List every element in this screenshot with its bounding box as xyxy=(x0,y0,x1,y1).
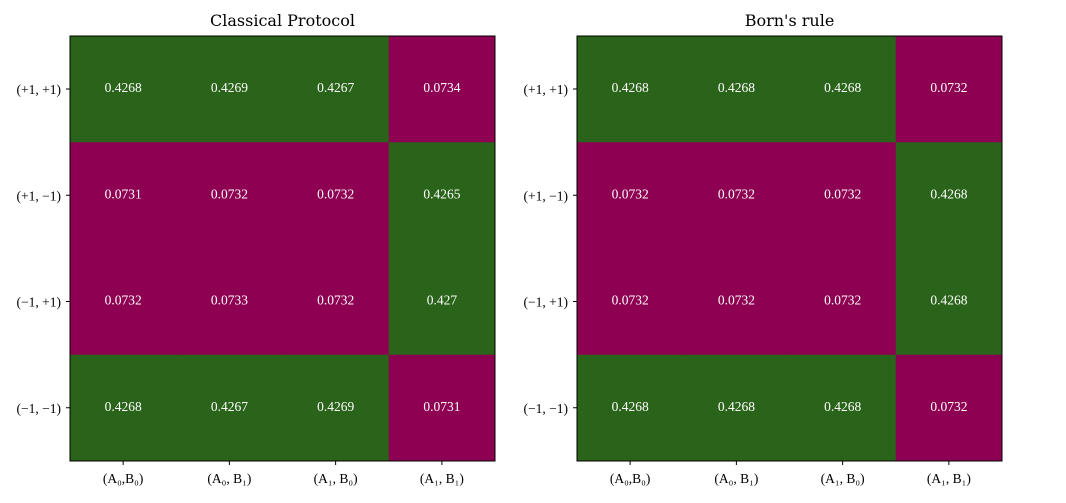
heatmap-borns-rule: Born's rule 0.4268 0.4268 0.4268 0.0732 0.073… xyxy=(524,11,1003,486)
chart-title: Classical Protocol xyxy=(210,11,355,30)
heatmap-cell xyxy=(789,142,897,249)
heatmap-cell xyxy=(895,142,1003,249)
heatmap-cell xyxy=(282,142,390,249)
heatmap-cell xyxy=(282,248,390,356)
cell-value-label: 0.4268 xyxy=(824,80,861,95)
heatmap-cell xyxy=(176,354,283,462)
heatmap-cell xyxy=(282,36,390,143)
cell-value-label: 0.0731 xyxy=(105,186,142,201)
y-tick-label: (−1, −1) xyxy=(524,401,568,416)
plot-frame xyxy=(69,35,496,462)
heatmap-cell xyxy=(577,354,684,462)
cell-value-label: 0.4269 xyxy=(317,399,354,414)
heatmap-cell xyxy=(70,142,177,249)
heatmap-cell xyxy=(683,354,790,462)
cell-value-label: 0.0732 xyxy=(718,293,755,308)
heatmap-cell xyxy=(895,36,1003,143)
y-tick-label: (−1, +1) xyxy=(524,295,568,310)
cell-value-label: 0.4268 xyxy=(718,80,755,95)
heatmap-cell xyxy=(683,36,790,143)
cell-value-label: 0.0732 xyxy=(612,186,649,201)
heatmap-cell xyxy=(176,36,283,143)
heatmap-cell xyxy=(388,36,496,143)
heatmap-cell xyxy=(70,354,177,462)
y-tick-label: (+1, +1) xyxy=(17,82,61,97)
heatmap-cell xyxy=(683,248,790,356)
cell-value-label: 0.0732 xyxy=(612,293,649,308)
heatmap-cell xyxy=(895,248,1003,356)
heatmap-cell xyxy=(789,354,897,462)
y-tick-label: (+1, +1) xyxy=(524,82,568,97)
cell-value-label: 0.4268 xyxy=(930,293,967,308)
cell-value-label: 0.4268 xyxy=(824,399,861,414)
cell-value-label: 0.0731 xyxy=(423,399,460,414)
heatmap-cell xyxy=(70,248,177,356)
x-tick-label: (A₁, B₁) xyxy=(420,471,464,486)
heatmap-cell xyxy=(577,36,684,143)
heatmap-cell xyxy=(176,248,283,356)
cell-value-label: 0.427 xyxy=(427,293,458,308)
cell-value-label: 0.0732 xyxy=(317,293,354,308)
cell-value-label: 0.4268 xyxy=(105,80,142,95)
cell-value-label: 0.0732 xyxy=(105,293,142,308)
x-tick-label: (A₀,B₀) xyxy=(610,471,651,486)
heatmap-cell xyxy=(176,142,283,249)
heatmap-cell xyxy=(683,142,790,249)
heatmap-classical-protocol: Classical Protocol 0.4268 0.4269 0.4267 0.07… xyxy=(17,11,496,486)
x-tick-label: (A₁, B₀) xyxy=(821,471,865,486)
heatmap-cell xyxy=(577,248,684,356)
x-tick-label: (A₀, B₁) xyxy=(714,471,758,486)
cell-value-label: 0.0732 xyxy=(930,399,967,414)
cell-value-label: 0.0732 xyxy=(718,186,755,201)
heatmap-cell xyxy=(388,248,496,356)
heatmap-cell xyxy=(577,142,684,249)
cell-value-label: 0.4267 xyxy=(211,399,248,414)
cell-value-label: 0.0732 xyxy=(211,186,248,201)
cell-value-label: 0.4268 xyxy=(612,399,649,414)
chart-title: Born's rule xyxy=(745,11,835,30)
x-tick-label: (A₀, B₁) xyxy=(207,471,251,486)
cell-value-label: 0.4265 xyxy=(423,186,460,201)
plot-frame xyxy=(576,35,1003,462)
y-tick-label: (−1, −1) xyxy=(17,401,61,416)
y-tick-label: (+1, −1) xyxy=(17,188,61,203)
y-tick-label: (+1, −1) xyxy=(524,188,568,203)
cell-value-label: 0.4267 xyxy=(317,80,354,95)
heatmap-cell xyxy=(895,354,1003,462)
cell-value-label: 0.0732 xyxy=(930,80,967,95)
cell-value-label: 0.4268 xyxy=(612,80,649,95)
heatmap-cell xyxy=(388,142,496,249)
x-tick-label: (A₀,B₀) xyxy=(103,471,144,486)
heatmap-cell xyxy=(282,354,390,462)
x-tick-label: (A₁, B₀) xyxy=(314,471,358,486)
cell-value-label: 0.0732 xyxy=(824,186,861,201)
x-tick-label: (A₁, B₁) xyxy=(927,471,971,486)
cell-value-label: 0.0732 xyxy=(317,186,354,201)
cell-value-label: 0.4268 xyxy=(718,399,755,414)
heatmap-cell xyxy=(388,354,496,462)
heatmap-cell xyxy=(789,36,897,143)
cell-value-label: 0.4268 xyxy=(105,399,142,414)
cell-value-label: 0.0734 xyxy=(423,80,460,95)
cell-value-label: 0.0732 xyxy=(824,293,861,308)
heatmap-cell xyxy=(70,36,177,143)
cell-value-label: 0.4268 xyxy=(930,186,967,201)
cell-value-label: 0.0733 xyxy=(211,293,248,308)
cell-value-label: 0.4269 xyxy=(211,80,248,95)
y-tick-label: (−1, +1) xyxy=(17,295,61,310)
heatmap-cell xyxy=(789,248,897,356)
